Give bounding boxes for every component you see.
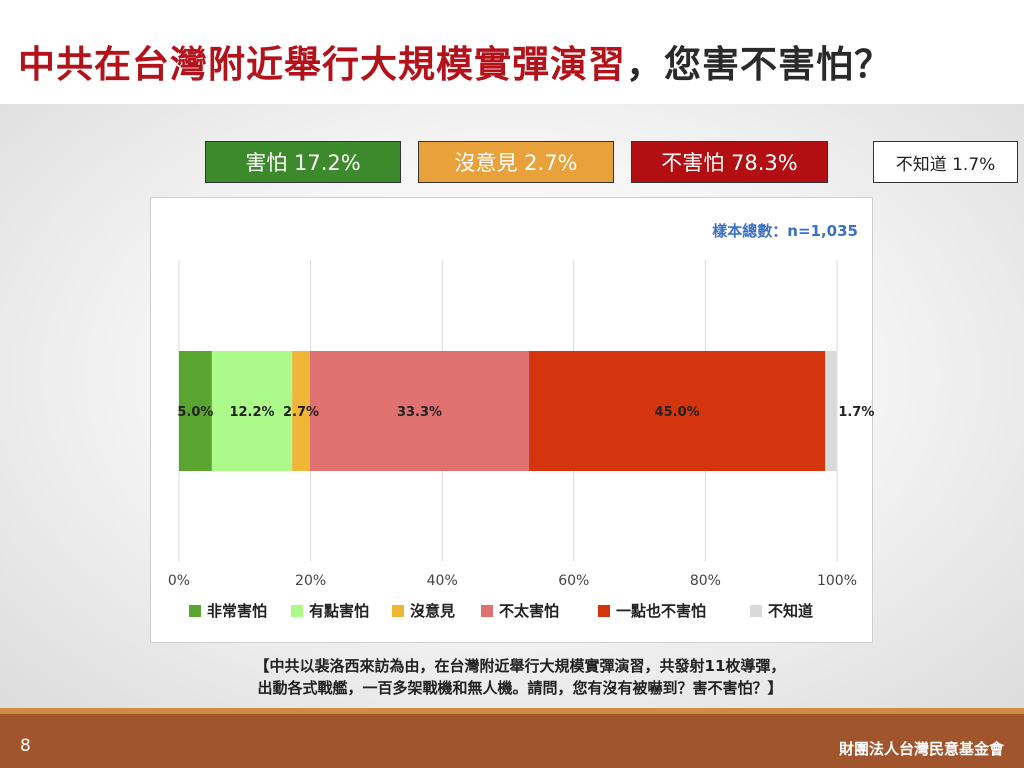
title-main: 中共在台灣附近舉行大規模實彈演習 [18,43,626,86]
legend-swatch [750,605,762,617]
legend-swatch [481,605,493,617]
legend-label: 沒意見 [410,602,455,620]
data-label: 33.3% [397,405,442,420]
legend-label: 不知道 [768,602,813,620]
bar-segment [211,351,293,471]
bar-segment [179,351,212,471]
summary-no-opinion: 沒意見 2.7% [418,141,614,183]
footer-bar: 8 財團法人台灣民意基金會 [0,708,1024,768]
question-line-2: 出動各式戰艦，一百多架戰機和無人機。請問，您有沒有被嚇到？害不害怕？】 [257,679,783,697]
legend-label: 有點害怕 [309,602,369,620]
question-line-1: 【中共以裴洛西來訪為由，在台灣附近舉行大規模實彈演習，共發射11枚導彈， [254,657,786,675]
legend-label: 一點也不害怕 [616,602,706,620]
bar-segment [292,351,310,471]
x-tick-label: 0% [168,573,190,589]
x-tick-label: 100% [817,573,857,589]
legend-swatch [392,605,404,617]
legend-label: 不太害怕 [499,602,559,620]
x-tick-label: 80% [690,573,721,589]
summary-dont-know: 不知道 1.7% [873,141,1018,183]
legend-label: 非常害怕 [207,602,267,620]
data-label: 1.7% [838,405,874,420]
page-number: 8 [20,736,31,756]
x-tick-label: 60% [558,573,589,589]
stacked-bar-chart: 0% 20% 40% 60% 80% 100% 5.0% 12.2% 2.7% 33.3% 45.0… [168,260,874,620]
sample-size-note: 樣本總數：n=1,035 [712,222,858,240]
summary-not-afraid: 不害怕 78.3% [631,141,828,183]
data-label: 2.7% [283,405,319,420]
bar-segment [825,351,837,471]
legend-swatch [189,605,201,617]
bar-segment [529,351,826,471]
question-text: 【中共以裴洛西來訪為由，在台灣附近舉行大規模實彈演習，共發射11枚導彈， 出動各… [140,655,900,699]
data-label: 5.0% [177,405,213,420]
title-tail: ，您害不害怕？ [626,43,892,86]
data-label: 45.0% [655,405,700,420]
title-bar: 中共在台灣附近舉行大規模實彈演習，您害不害怕？ [0,0,1024,104]
x-tick-label: 40% [427,573,458,589]
slide-title: 中共在台灣附近舉行大規模實彈演習，您害不害怕？ [18,34,892,88]
summary-afraid: 害怕 17.2% [205,141,401,183]
legend-swatch [291,605,303,617]
legend-swatch [598,605,610,617]
organization-name: 財團法人台灣民意基金會 [838,740,1004,758]
x-tick-label: 20% [295,573,326,589]
chart-panel: 0% 20% 40% 60% 80% 100% 5.0% 12.2% 2.7% 33.3% 45.0… [150,197,874,643]
data-label: 12.2% [229,405,274,420]
bar-segment [309,351,530,471]
